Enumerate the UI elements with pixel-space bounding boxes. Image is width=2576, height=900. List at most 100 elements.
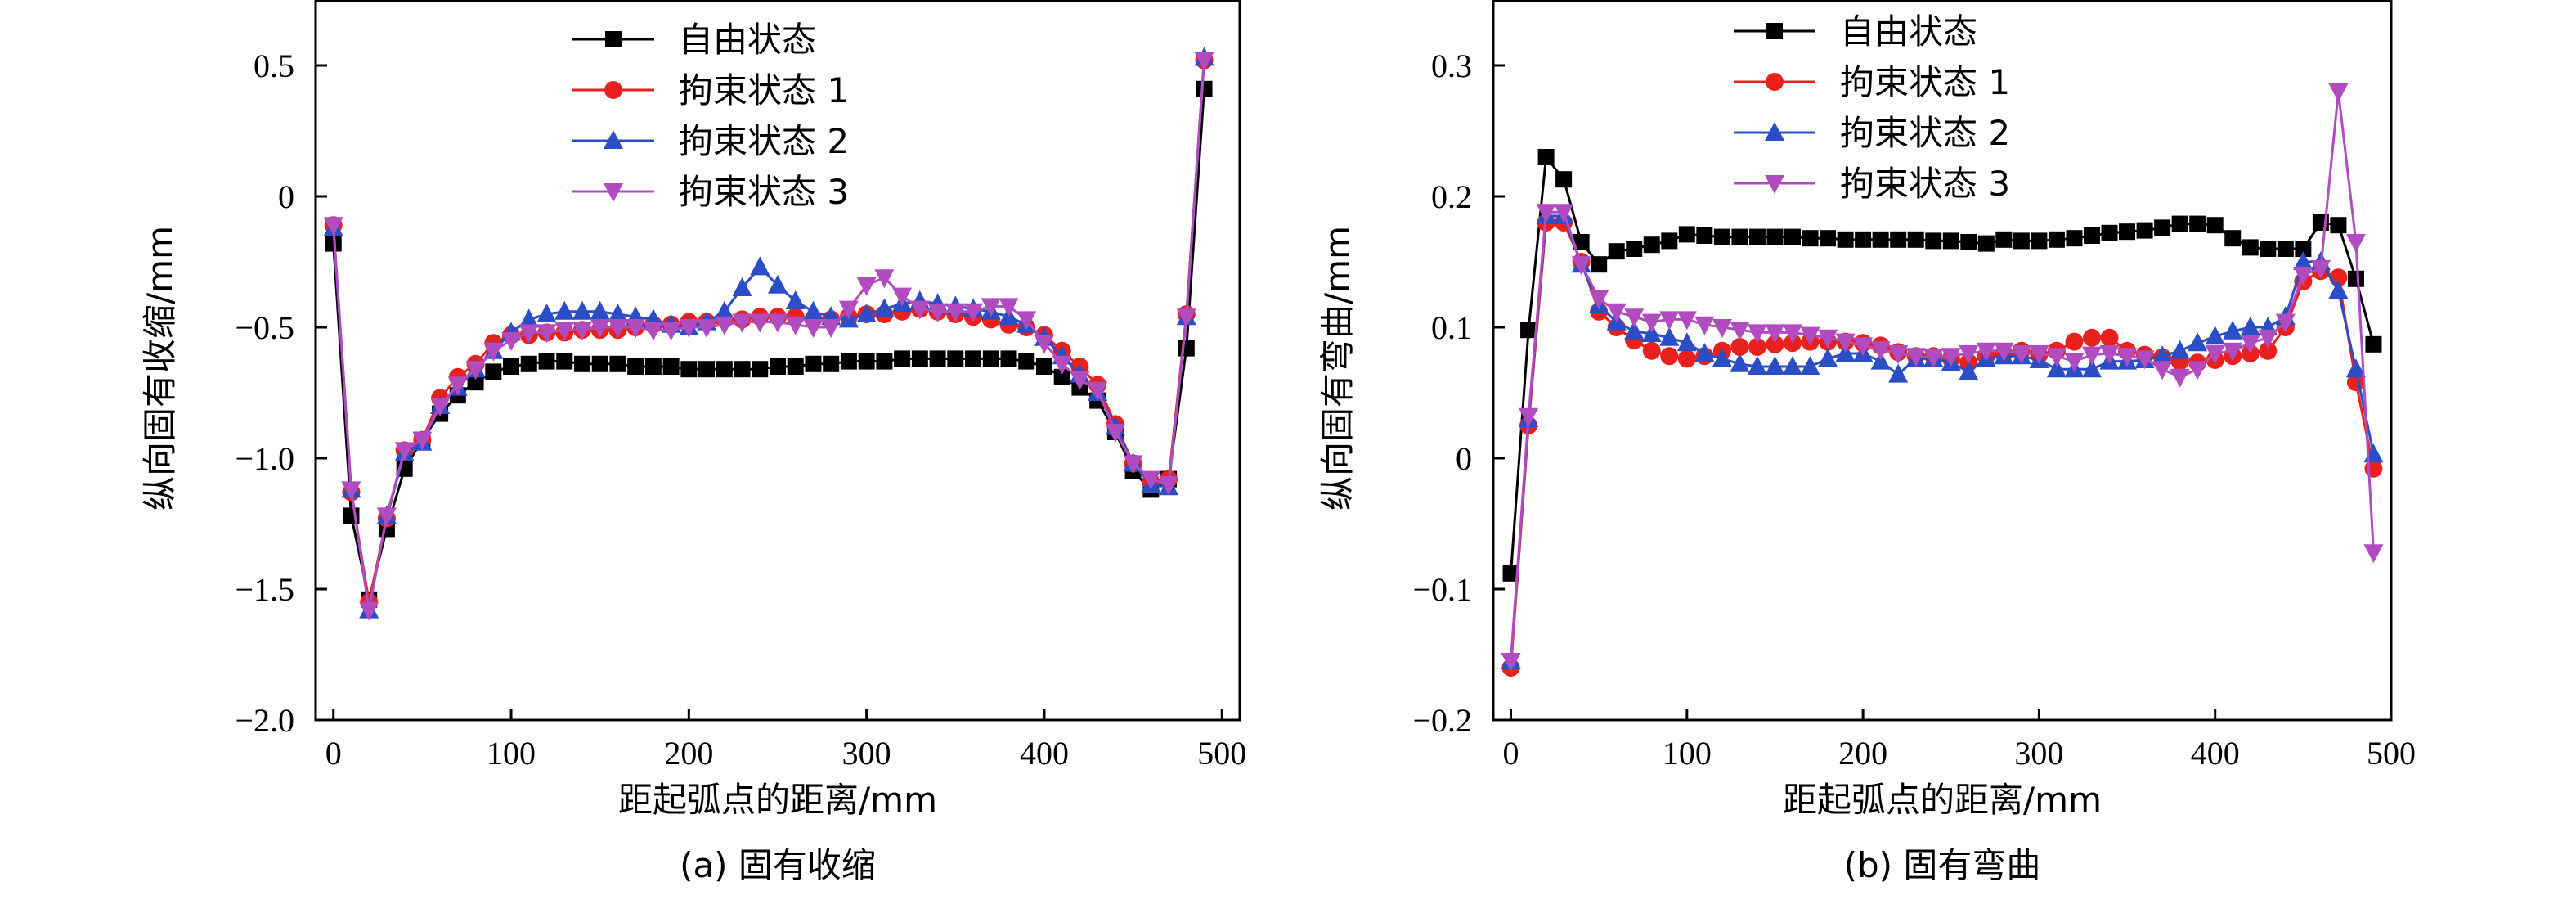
data-point [929, 350, 946, 367]
data-point [1659, 311, 1680, 331]
y-tick-label: −0.2 [1412, 702, 1472, 739]
data-point [1765, 324, 1785, 344]
data-point [644, 358, 662, 375]
data-point [485, 363, 502, 380]
data-point [1677, 349, 1696, 368]
legend-marker [1765, 122, 1784, 141]
data-point [1642, 341, 1661, 360]
data-point [1888, 345, 1909, 364]
data-point [467, 374, 484, 391]
data-point [536, 304, 557, 322]
data-point [1766, 335, 1784, 353]
data-point [2031, 232, 2048, 250]
data-point [714, 316, 734, 335]
legend-label: 拘束状态 1 [1840, 62, 2010, 102]
y-tick-label: −1.0 [235, 440, 294, 477]
data-point [2293, 251, 2313, 270]
data-point [1034, 335, 1054, 354]
data-point [2328, 83, 2349, 102]
series-3 [1501, 205, 2384, 669]
data-point [2154, 219, 2171, 236]
data-point [803, 300, 824, 320]
data-point [1626, 241, 1643, 257]
data-point [1196, 80, 1213, 97]
data-point [1713, 228, 1730, 245]
data-point [1888, 363, 1909, 383]
data-point [1661, 232, 1678, 250]
data-point [483, 342, 504, 362]
data-point [1694, 343, 1715, 362]
data-point [1994, 342, 2014, 362]
data-point [698, 361, 716, 378]
legend-label: 拘束状态 2 [679, 121, 849, 161]
data-point [1976, 342, 1996, 362]
data-point [2100, 328, 2119, 347]
data-point [2170, 368, 2190, 388]
data-point [823, 355, 840, 372]
data-point [1194, 52, 1214, 71]
data-point [359, 601, 379, 621]
data-point [2048, 231, 2065, 248]
data-point [752, 361, 769, 378]
data-point [1802, 230, 1819, 247]
data-point [608, 319, 628, 338]
data-point [2205, 326, 2225, 345]
legend-label: 拘束状态 3 [1840, 164, 2010, 204]
y-axis-label: 纵向固有弯曲/mm [1317, 226, 1358, 511]
data-point [1678, 226, 1695, 243]
data-point [2082, 358, 2102, 378]
y-tick-label: −1.5 [235, 571, 294, 608]
data-point [1624, 308, 1645, 328]
data-point [518, 324, 539, 344]
legend-marker [1766, 73, 1784, 91]
data-point [1501, 653, 1521, 672]
data-point [572, 300, 592, 320]
data-point [2136, 222, 2153, 239]
data-point [876, 353, 893, 370]
x-tick-label: 500 [1197, 735, 1246, 772]
x-tick-label: 200 [1838, 735, 1887, 772]
data-point [1176, 308, 1196, 328]
x-tick-label: 0 [325, 735, 342, 772]
data-point [770, 358, 786, 375]
data-point [643, 322, 663, 341]
data-point [1676, 332, 1697, 352]
data-point [1070, 371, 1090, 390]
series-2 [1501, 214, 2383, 677]
data-point [662, 358, 680, 375]
data-point [1591, 256, 1608, 273]
chart-panel-b: 0 100 200 300 400 500 −0.2 −0.1 0 0.1 0.2 0.3 距起弧点的距… [1317, 0, 2416, 885]
data-point [894, 350, 911, 367]
data-point [963, 303, 984, 322]
data-point [2295, 241, 2312, 257]
data-point [750, 313, 770, 333]
data-point [1747, 356, 1767, 375]
y-tick-label: −0.1 [1412, 571, 1472, 608]
data-point [750, 256, 770, 276]
data-point [945, 303, 966, 322]
data-point [2310, 260, 2331, 279]
data-point [394, 442, 415, 461]
data-point [1696, 227, 1713, 244]
y-tick-label: −0.5 [235, 309, 294, 346]
data-point [2188, 361, 2208, 380]
data-point [1855, 231, 1872, 248]
legend-marker [1765, 175, 1784, 194]
data-point [1731, 228, 1748, 245]
data-point [1676, 311, 1697, 331]
data-point [609, 355, 626, 372]
data-point [572, 322, 592, 341]
data-point [2170, 340, 2190, 359]
data-point [1748, 338, 1766, 356]
legend-marker [605, 31, 622, 47]
data-point [1052, 355, 1072, 375]
x-tick-label: 400 [1020, 735, 1069, 772]
data-point [538, 353, 555, 370]
data-point [1905, 348, 1926, 367]
data-point [1519, 407, 1539, 427]
data-point [1712, 319, 1732, 338]
data-point [1000, 350, 1017, 367]
x-tick-label: 400 [2191, 735, 2240, 772]
